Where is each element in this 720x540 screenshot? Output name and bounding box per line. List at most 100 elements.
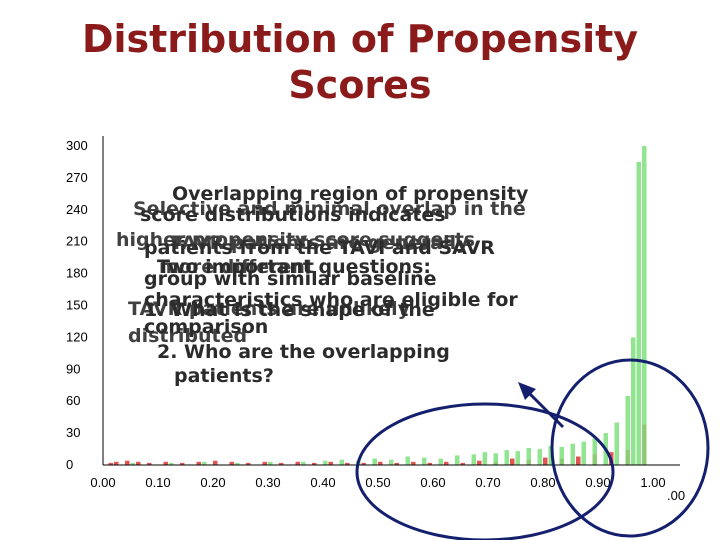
red-series-bar bbox=[147, 462, 152, 465]
y-tick-label: 180 bbox=[66, 266, 88, 281]
green-series-bar bbox=[504, 450, 509, 465]
red-series-bar bbox=[262, 461, 267, 465]
red-series-bar bbox=[378, 461, 383, 465]
red-series-bar bbox=[279, 462, 284, 465]
green-series-bar bbox=[235, 462, 240, 465]
red-series-bar bbox=[196, 461, 201, 465]
y-tick-label: 270 bbox=[66, 170, 88, 185]
x-tick-label: 0.20 bbox=[200, 475, 225, 490]
green-series-bar bbox=[372, 458, 377, 465]
red-series-bar bbox=[460, 462, 465, 465]
annotation-2-line-2: higher propensity score suggests bbox=[116, 229, 476, 251]
x-axis-ticks: 0.00 0.10 0.20 0.30 0.40 0.50 0.60 0.70 0.80 0.90… bbox=[90, 475, 685, 503]
y-tick-label: 30 bbox=[66, 425, 80, 440]
red-series-bar bbox=[312, 462, 317, 465]
red-series-bar bbox=[427, 462, 432, 465]
red-series-bar bbox=[108, 462, 113, 465]
red-series-bar bbox=[477, 460, 482, 465]
red-series-bar bbox=[345, 462, 350, 465]
green-series-bar bbox=[323, 460, 328, 465]
annotation-layer-2: Selective and minimal overlap in the hig… bbox=[116, 198, 526, 347]
y-tick-label: 210 bbox=[66, 234, 88, 249]
green-series-bar bbox=[268, 461, 273, 465]
red-series-bar bbox=[114, 461, 119, 465]
red-series-bar bbox=[213, 460, 218, 465]
x-tick-label: 0.70 bbox=[475, 475, 500, 490]
y-tick-label: 150 bbox=[66, 298, 88, 313]
red-series-bar bbox=[361, 462, 366, 465]
overlap-highlight-ellipse bbox=[355, 402, 615, 540]
red-series-bar bbox=[136, 461, 141, 465]
red-series-bar bbox=[411, 461, 416, 465]
green-series-bar bbox=[537, 449, 542, 465]
green-series-bar bbox=[631, 337, 636, 465]
x-tick-label: 0.60 bbox=[420, 475, 445, 490]
annotation-2-line-5: TAVR patients are unlikely bbox=[128, 298, 410, 320]
annotation-3-line-1: Two important questions: bbox=[157, 256, 431, 278]
y-tick-label: 90 bbox=[66, 361, 80, 376]
red-series-bar bbox=[444, 461, 449, 465]
green-series-bar bbox=[592, 438, 597, 465]
green-series-bar bbox=[493, 453, 498, 465]
red-series-bar bbox=[229, 461, 234, 465]
red-series-bar bbox=[295, 461, 300, 465]
slide-title-line-2: Scores bbox=[288, 63, 432, 107]
annotation-2-line-6: distributed bbox=[128, 325, 248, 347]
annotation-1-line-4: group with similar baseline bbox=[144, 268, 437, 290]
green-series-bar bbox=[642, 146, 647, 465]
x-tick-label-extra: .00 bbox=[667, 488, 685, 503]
green-series-bar bbox=[202, 461, 207, 465]
red-series-bar bbox=[125, 460, 130, 465]
histogram-bars bbox=[108, 146, 647, 465]
green-series-bar bbox=[581, 441, 586, 465]
y-tick-label: 240 bbox=[66, 202, 88, 217]
x-tick-label: 1.00 bbox=[640, 475, 665, 490]
green-series-bar bbox=[339, 459, 344, 465]
x-tick-label: 0.50 bbox=[365, 475, 390, 490]
x-tick-label: 0.10 bbox=[145, 475, 170, 490]
red-series-bar bbox=[510, 458, 515, 465]
green-series-bar bbox=[455, 455, 460, 465]
green-series-bar bbox=[471, 454, 476, 465]
y-tick-label: 120 bbox=[66, 329, 88, 344]
arrow-head bbox=[518, 382, 536, 400]
red-series-bar bbox=[180, 462, 185, 465]
x-tick-label: 0.00 bbox=[90, 475, 115, 490]
annotation-layer-3: Two important questions: 1. What is the … bbox=[144, 256, 450, 387]
red-series-bar bbox=[394, 462, 399, 465]
green-series-bar bbox=[482, 452, 487, 465]
green-series-bar bbox=[559, 446, 564, 465]
red-series-bar bbox=[246, 462, 251, 465]
green-series-bar bbox=[625, 395, 630, 465]
annotation-2-line-3: TAVR patients are generally bbox=[170, 232, 469, 254]
right-tail-highlight-ellipse bbox=[550, 358, 710, 538]
red-series-bar bbox=[543, 457, 548, 465]
green-series-bar bbox=[130, 462, 135, 465]
annotation-1-line-6: comparison bbox=[144, 316, 269, 338]
y-tick-label: 300 bbox=[66, 138, 88, 153]
annotation-3-line-4: patients? bbox=[174, 365, 274, 387]
green-series-bar bbox=[422, 457, 427, 465]
annotation-3-line-3: 2. Who are the overlapping bbox=[157, 341, 450, 363]
green-series-bar bbox=[548, 445, 553, 465]
slide-title: Distribution of Propensity Scores bbox=[0, 16, 720, 108]
red-series-bar bbox=[328, 461, 333, 465]
green-series-bar bbox=[570, 443, 575, 465]
annotation-1-line-1: Overlapping region of propensity bbox=[172, 183, 529, 205]
green-series-bar bbox=[169, 462, 174, 465]
x-tick-label: 0.30 bbox=[255, 475, 280, 490]
x-tick-label: 0.90 bbox=[585, 475, 610, 490]
green-series-bar bbox=[438, 458, 443, 465]
x-tick-label: 0.80 bbox=[530, 475, 555, 490]
pointer-arrow bbox=[518, 382, 565, 429]
green-series-bar bbox=[636, 161, 641, 465]
green-series-bar bbox=[405, 456, 410, 465]
annotation-2-line-4: more different bbox=[159, 256, 314, 278]
annotation-2-line-1: Selective and minimal overlap in the bbox=[133, 198, 526, 220]
green-series-bar bbox=[301, 461, 306, 465]
annotation-1-line-3: patients from the TAVI and SAVR bbox=[144, 237, 495, 259]
green-series-bar bbox=[614, 422, 619, 465]
annotation-1-line-5: characteristics who are eligible for bbox=[144, 289, 518, 311]
y-tick-label: 60 bbox=[66, 393, 80, 408]
